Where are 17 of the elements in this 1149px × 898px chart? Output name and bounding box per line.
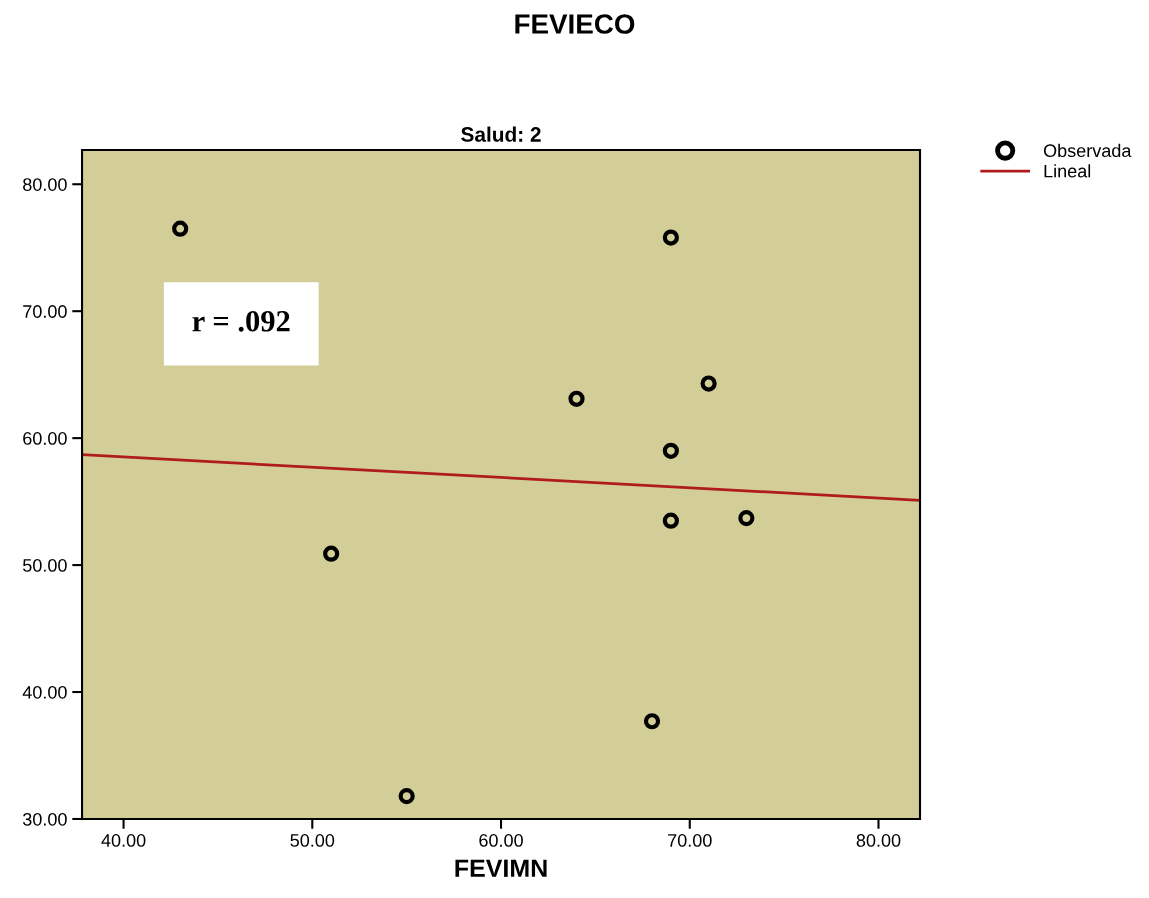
y-tick-label: 60.00 <box>23 432 67 445</box>
x-tick-label: 70.00 <box>668 834 712 847</box>
x-tick-label: 80.00 <box>856 834 901 847</box>
x-tick-label: 60.00 <box>479 834 523 847</box>
annotation: r = .092 <box>192 310 290 332</box>
y-tick-label: 40.00 <box>22 685 67 699</box>
legend-label: Lineal <box>1044 164 1091 178</box>
y-tick-label: 70.00 <box>23 305 67 318</box>
chart-title: FEVIECO <box>515 14 635 34</box>
legend-label: Observada <box>1043 143 1132 158</box>
y-tick-label: 30.00 <box>22 812 67 826</box>
y-tick-label: 50.00 <box>23 559 67 572</box>
x-tick-label: 40.00 <box>101 834 146 847</box>
chart-subtitle: Salud: 2 <box>461 126 541 142</box>
x-axis-title: FEVIMN <box>455 859 547 877</box>
y-tick-label: 80.00 <box>23 178 67 191</box>
x-tick-label: 50.00 <box>290 834 335 847</box>
